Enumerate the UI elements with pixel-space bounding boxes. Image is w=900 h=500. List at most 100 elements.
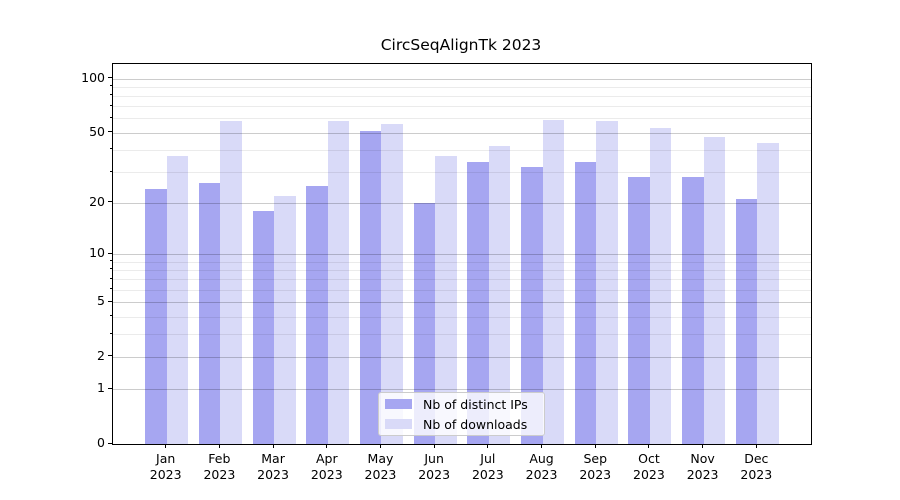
x-tick-label: Aug 2023 (525, 451, 558, 482)
y-tick-label: 5 (97, 293, 105, 309)
y-grid-minor (113, 118, 811, 120)
y-grid-minor (113, 172, 811, 174)
y-grid-minor (113, 86, 811, 88)
y-tick-label: 1 (97, 380, 105, 396)
x-tick-mark (487, 444, 489, 448)
bar-nb-of-distinct-ips-apr (306, 186, 328, 444)
y-tick-mark (108, 300, 112, 302)
bar-nb-of-distinct-ips-may (359, 131, 382, 444)
x-tick-mark (379, 444, 381, 448)
y-tick-mark-minor (109, 170, 112, 172)
legend-swatch-distinct-ips (385, 399, 412, 409)
y-tick-mark (108, 77, 112, 78)
y-tick-mark-minor (109, 148, 112, 150)
x-tick-mark (433, 444, 435, 448)
y-tick-mark (108, 442, 112, 444)
y-grid-minor (113, 261, 811, 263)
x-tick-label: May 2023 (364, 451, 397, 482)
y-tick-mark-minor (109, 85, 112, 87)
y-tick-label: 20 (89, 193, 105, 209)
x-tick-label: Nov 2023 (686, 451, 719, 482)
y-grid-major (113, 389, 811, 391)
x-tick-label: Mar 2023 (257, 451, 289, 482)
y-tick-mark-minor (109, 268, 112, 270)
bar-nb-of-downloads-apr (327, 121, 350, 444)
x-tick-label: Feb 2023 (203, 451, 236, 482)
bar-nb-of-distinct-ips-jun (413, 202, 436, 444)
legend-row: Nb of downloads (385, 416, 538, 433)
x-tick-mark (218, 444, 220, 448)
y-tick-mark-minor (109, 260, 112, 262)
y-grid-major (113, 78, 811, 80)
x-tick-label: Apr 2023 (310, 451, 343, 482)
bar-nb-of-downloads-sep (596, 121, 618, 444)
y-grid-minor (113, 334, 811, 336)
y-tick-mark-minor (109, 94, 112, 96)
y-tick-mark (108, 387, 112, 389)
y-grid-major (113, 202, 811, 204)
chart-title: CircSeqAlignTk 2023 (380, 36, 542, 54)
x-tick-mark (755, 444, 757, 448)
legend-label-distinct-ips: Nb of distinct IPs (423, 396, 528, 412)
bar-nb-of-distinct-ips-feb (198, 183, 221, 444)
bar-nb-of-downloads-dec (757, 142, 779, 444)
bar-nb-of-distinct-ips-oct (628, 177, 650, 444)
y-grid-minor (113, 149, 811, 151)
bar-nb-of-downloads-oct (649, 128, 672, 444)
y-tick-mark-minor (109, 288, 112, 290)
bar-nb-of-downloads-mar (274, 195, 296, 444)
y-tick-mark (108, 355, 112, 357)
y-tick-label: 50 (89, 123, 105, 139)
x-tick-label: Sep 2023 (579, 451, 612, 482)
legend-label-downloads: Nb of downloads (423, 416, 528, 432)
bar-nb-of-distinct-ips-aug (521, 167, 543, 444)
bar-nb-of-downloads-jul (488, 146, 511, 444)
legend-swatch-downloads (385, 419, 412, 429)
x-tick-mark (326, 444, 328, 448)
y-grid-major (113, 254, 811, 256)
x-tick-mark (648, 444, 650, 448)
y-tick-label: 10 (89, 245, 105, 261)
x-tick-mark (594, 444, 596, 448)
x-tick-mark (702, 444, 704, 448)
y-tick-mark (108, 252, 112, 254)
bar-nb-of-distinct-ips-jul (467, 162, 489, 444)
y-grid-minor (113, 95, 811, 97)
y-tick-mark-minor (109, 277, 112, 279)
x-tick-mark (541, 444, 543, 448)
bar-nb-of-downloads-jun (435, 155, 457, 444)
bar-nb-of-downloads-may (381, 123, 403, 444)
legend: Nb of distinct IPs Nb of downloads (378, 392, 545, 436)
bar-nb-of-distinct-ips-jan (145, 189, 167, 444)
bar-nb-of-downloads-feb (220, 121, 242, 444)
y-grid-minor (113, 279, 811, 281)
x-tick-label: Jan 2023 (149, 451, 182, 482)
x-tick-label: Oct 2023 (633, 451, 665, 482)
bar-nb-of-distinct-ips-mar (252, 210, 275, 444)
y-tick-mark-minor (109, 116, 112, 118)
y-tick-mark-minor (109, 315, 112, 317)
bar-nb-of-distinct-ips-sep (574, 162, 597, 444)
y-grid-major (113, 302, 811, 304)
y-tick-mark-minor (109, 332, 112, 334)
x-tick-mark (165, 444, 167, 448)
x-tick-label: Jun 2023 (418, 451, 451, 482)
legend-row: Nb of distinct IPs (385, 396, 538, 413)
y-grid-minor (113, 269, 811, 271)
y-grid-minor (113, 316, 811, 318)
x-tick-label: Jul 2023 (471, 451, 504, 482)
y-tick-label: 100 (81, 69, 105, 85)
bar-nb-of-downloads-jan (166, 155, 189, 444)
bar-nb-of-downloads-aug (542, 119, 565, 444)
y-tick-mark (108, 131, 112, 133)
y-tick-mark-minor (109, 104, 112, 106)
y-tick-mark (108, 201, 112, 203)
y-grid-major (113, 356, 811, 358)
bar-nb-of-distinct-ips-dec (735, 199, 758, 444)
y-tick-label: 0 (97, 435, 105, 450)
y-tick-label: 2 (97, 347, 105, 363)
plot-area (112, 63, 812, 445)
y-grid-major (113, 132, 811, 134)
x-tick-label: Dec 2023 (740, 451, 773, 482)
